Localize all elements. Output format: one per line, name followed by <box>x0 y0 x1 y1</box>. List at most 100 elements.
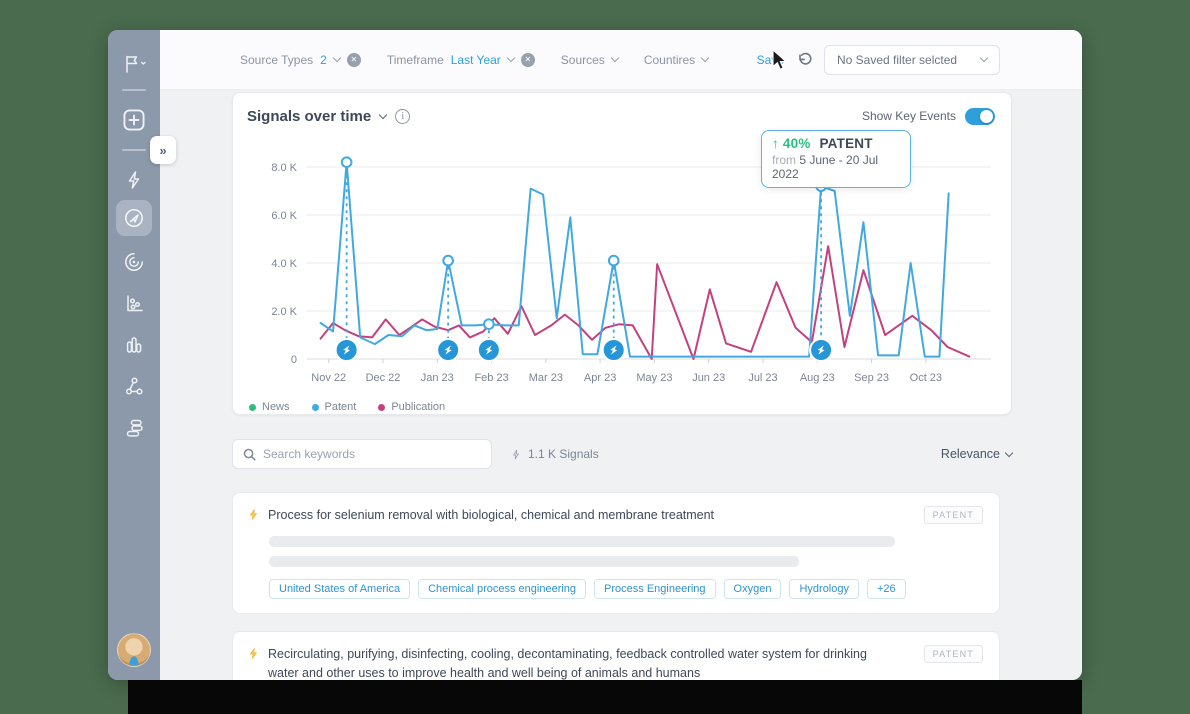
trend-up-icon: ↑ <box>772 136 779 151</box>
lightning-icon <box>128 171 140 189</box>
add-button[interactable] <box>120 106 148 134</box>
chart-title-dropdown[interactable]: Signals over time i <box>247 108 411 125</box>
toggle-knob <box>980 109 993 123</box>
undo-icon[interactable] <box>796 52 812 68</box>
svg-text:Feb 23: Feb 23 <box>474 372 508 384</box>
filter-countries[interactable]: Countires <box>643 52 710 67</box>
filter-label: Countires <box>643 52 696 67</box>
clear-filter-icon[interactable]: ✕ <box>520 52 535 67</box>
sidebar-item-explore-active[interactable] <box>116 200 152 236</box>
key-event-tooltip: ↑ 40% PATENT from 5 June - 20 Jul 2022 <box>761 130 911 188</box>
svg-text:4.0 K: 4.0 K <box>271 258 297 270</box>
sidebar <box>108 30 160 680</box>
svg-text:May 23: May 23 <box>636 372 672 384</box>
main-content: Source Types 2 ✕ Timeframe Last Year ✕ S… <box>160 30 1082 680</box>
bars-icon <box>126 337 142 353</box>
network-icon <box>125 377 143 395</box>
svg-text:6.0 K: 6.0 K <box>271 210 297 222</box>
filter-label: Sources <box>560 52 605 67</box>
filter-timeframe[interactable]: Timeframe Last Year ✕ <box>386 52 535 67</box>
legend-dot <box>249 403 256 411</box>
add-icon <box>123 109 145 131</box>
redacted-text-bar <box>269 556 799 567</box>
sidebar-item-chart[interactable] <box>121 290 147 316</box>
legend-dot <box>378 403 386 411</box>
toggle-label: Show Key Events <box>861 109 956 123</box>
clear-filter-icon[interactable]: ✕ <box>346 52 361 67</box>
chart-legend: News Patent Publication <box>249 401 1011 413</box>
svg-text:Apr 23: Apr 23 <box>584 372 616 384</box>
tooltip-range: 5 June - 20 Jul 2022 <box>772 153 879 181</box>
signals-chart-panel: Signals over time i Show Key Events 0 2.0… <box>232 92 1012 415</box>
radar-icon <box>125 253 143 271</box>
legend-item-news[interactable]: News <box>249 401 290 413</box>
mouse-cursor <box>772 50 788 71</box>
result-card[interactable]: Recirculating, purifying, disinfecting, … <box>232 631 1000 680</box>
video-letterbox-bar <box>128 680 1082 714</box>
svg-text:0: 0 <box>291 354 297 366</box>
show-key-events-toggle[interactable] <box>965 107 995 125</box>
info-icon[interactable]: i <box>395 108 411 124</box>
saved-filter-select[interactable]: No Saved filter selcted <box>824 44 1000 75</box>
sidebar-item-signals[interactable] <box>121 167 147 193</box>
signal-bolt-icon <box>513 449 519 459</box>
tag[interactable]: Chemical process engineering <box>418 579 587 599</box>
result-card[interactable]: Process for selenium removal with biolog… <box>232 492 1000 614</box>
result-type-badge: PATENT <box>923 506 983 524</box>
sidebar-item-lists[interactable] <box>121 415 147 441</box>
tag[interactable]: Oxygen <box>723 579 782 599</box>
results-list: Process for selenium removal with biolog… <box>232 492 1000 680</box>
search-icon <box>243 448 256 460</box>
redacted-text-bar <box>269 536 895 547</box>
flag-icon <box>126 55 146 73</box>
legend-label: Publication <box>391 401 446 413</box>
svg-text:Oct 23: Oct 23 <box>910 372 942 384</box>
result-title[interactable]: Process for selenium removal with biolog… <box>268 508 715 522</box>
search-input[interactable] <box>263 447 481 461</box>
chart-area: 0 2.0 K 4.0 K 6.0 K 8.0 K Nov 22 Dec 22 Jan 23 F… <box>233 130 1011 397</box>
chevron-down-icon <box>378 110 388 119</box>
legend-item-patent[interactable]: Patent <box>311 401 357 413</box>
filter-source-types[interactable]: Source Types 2 ✕ <box>240 52 361 67</box>
result-tags: United States of America Chemical process… <box>269 579 983 599</box>
svg-text:Aug 23: Aug 23 <box>800 372 835 384</box>
svg-text:Jan 23: Jan 23 <box>421 372 454 384</box>
result-title[interactable]: Recirculating, purifying, disinfecting, … <box>268 647 867 680</box>
tag[interactable]: United States of America <box>269 579 411 599</box>
legend-item-publication[interactable]: Publication <box>378 401 445 413</box>
sidebar-item-radar[interactable] <box>121 249 147 275</box>
chevron-down-icon <box>700 53 710 63</box>
filter-value: 2 <box>320 52 327 67</box>
tooltip-from: from <box>772 153 796 167</box>
expand-chevrons-icon: » <box>159 142 167 158</box>
signals-line-chart[interactable]: 0 2.0 K 4.0 K 6.0 K 8.0 K Nov 22 Dec 22 Jan 23 F… <box>245 139 1001 397</box>
user-avatar[interactable] <box>117 633 151 667</box>
flag-menu-button[interactable] <box>121 51 147 77</box>
legend-dot <box>311 403 319 411</box>
sidebar-item-network[interactable] <box>121 373 147 399</box>
tooltip-type: PATENT <box>819 136 873 151</box>
chevron-down-icon <box>506 53 516 63</box>
signals-count: 1.1 K Signals <box>510 447 599 461</box>
chevron-down-icon <box>979 53 989 63</box>
sidebar-expand-button[interactable]: » <box>150 136 176 164</box>
sidebar-item-metrics[interactable] <box>121 332 147 358</box>
svg-text:Jun 23: Jun 23 <box>692 372 725 384</box>
tag[interactable]: Process Engineering <box>594 579 716 599</box>
search-box[interactable] <box>232 439 492 469</box>
tag[interactable]: +26 <box>867 579 906 599</box>
sort-dropdown[interactable]: Relevance <box>941 447 1014 461</box>
tooltip-percent: 40% <box>782 136 811 151</box>
filter-sources[interactable]: Sources <box>560 52 620 67</box>
filter-value: Last Year <box>450 52 501 67</box>
chevron-down-icon <box>332 53 342 63</box>
filter-label: Timeframe <box>386 52 444 67</box>
chevron-down-icon <box>610 53 620 63</box>
svg-text:Nov 22: Nov 22 <box>311 372 346 384</box>
legend-label: News <box>262 401 290 413</box>
send-icon <box>125 209 143 227</box>
chevron-down-icon <box>1004 448 1014 457</box>
svg-text:2.0 K: 2.0 K <box>271 306 297 318</box>
tag[interactable]: Hydrology <box>789 579 859 599</box>
legend-label: Patent <box>324 401 357 413</box>
